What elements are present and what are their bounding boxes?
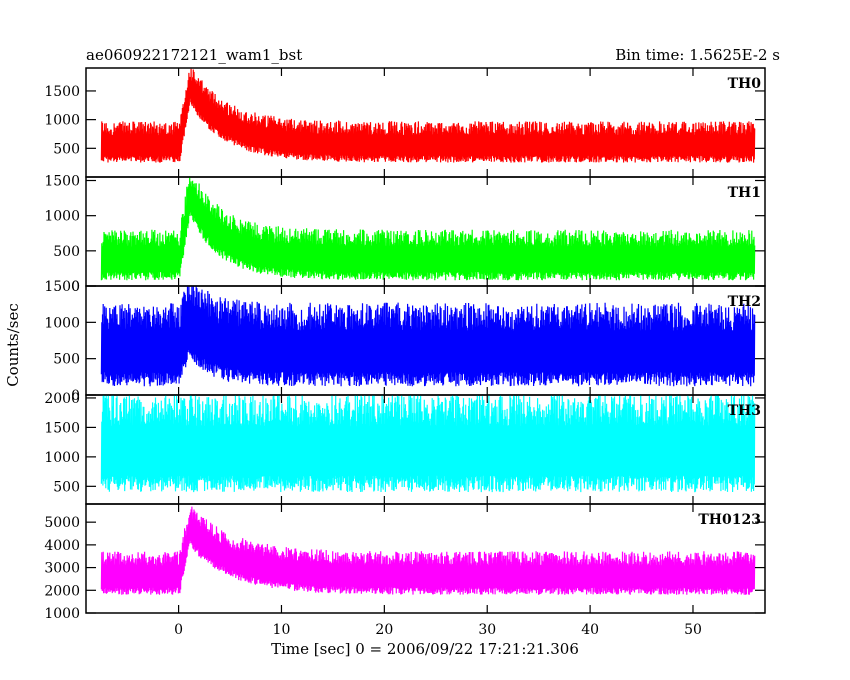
panel-th3: 500 1000 1500 2000 TH3 bbox=[44, 391, 766, 505]
y-tick-label: 0 bbox=[71, 388, 80, 404]
panel-th1: 0 500 1000 1500 TH1 bbox=[44, 174, 766, 295]
panels-group: 500 1000 1500 TH0 0 500 1000 1500 TH1 0 500 1000 150… bbox=[44, 67, 766, 622]
series-th0 bbox=[100, 68, 756, 163]
y-tick-label: 1000 bbox=[44, 209, 80, 225]
y-tick-label: 500 bbox=[53, 244, 80, 260]
series-th2 bbox=[100, 286, 756, 387]
panel-label: TH3 bbox=[728, 403, 761, 419]
y-tick-label: 500 bbox=[53, 479, 80, 495]
x-ticks-group: 0 10 20 30 40 50 bbox=[174, 622, 702, 638]
y-tick-label: 1500 bbox=[44, 84, 80, 100]
panel-label: TH1 bbox=[728, 185, 761, 201]
x-tick-label: 0 bbox=[174, 622, 183, 638]
panel-th2: 0 500 1000 1500 TH2 bbox=[44, 279, 766, 404]
x-tick-label: 50 bbox=[684, 622, 702, 638]
y-tick-label: 5000 bbox=[44, 515, 80, 531]
panel-th0123: 1000 2000 3000 4000 5000 TH0123 bbox=[44, 503, 766, 622]
panel-label: TH2 bbox=[728, 294, 761, 310]
y-tick-label: 4000 bbox=[44, 538, 80, 554]
x-tick-label: 20 bbox=[375, 622, 393, 638]
y-tick-label: 500 bbox=[53, 141, 80, 157]
x-axis-label: Time [sec] 0 = 2006/09/22 17:21:21.306 bbox=[271, 640, 579, 658]
x-tick-label: 10 bbox=[273, 622, 291, 638]
panel-frame bbox=[85, 503, 766, 614]
y-tick-label: 3000 bbox=[44, 561, 80, 577]
series-th1 bbox=[100, 177, 756, 281]
chart-subtitle: Bin time: 1.5625E-2 s bbox=[615, 46, 780, 64]
y-tick-label: 0 bbox=[71, 279, 80, 295]
chart-title: ae060922172121_wam1_bst bbox=[86, 46, 302, 64]
y-tick-label: 500 bbox=[53, 352, 80, 368]
y-tick-label: 1500 bbox=[44, 420, 80, 436]
panel-th0: 500 1000 1500 TH0 bbox=[44, 67, 766, 178]
y-tick-label: 2000 bbox=[44, 391, 80, 407]
y-tick-label: 1000 bbox=[44, 606, 80, 622]
y-tick-label: 1500 bbox=[44, 174, 80, 190]
y-tick-label: 1000 bbox=[44, 315, 80, 331]
y-tick-label: 1000 bbox=[44, 450, 80, 466]
y-axis-label: Counts/sec bbox=[4, 303, 22, 387]
panel-label: TH0123 bbox=[698, 512, 761, 528]
y-tick-label: 1500 bbox=[44, 279, 80, 295]
panel-label: TH0 bbox=[728, 76, 762, 92]
y-tick-label: 1000 bbox=[44, 113, 80, 129]
series-th0123 bbox=[100, 506, 756, 595]
y-tick-label: 2000 bbox=[44, 583, 80, 599]
x-tick-label: 30 bbox=[478, 622, 496, 638]
x-tick-label: 40 bbox=[581, 622, 599, 638]
series-th3 bbox=[100, 395, 756, 493]
